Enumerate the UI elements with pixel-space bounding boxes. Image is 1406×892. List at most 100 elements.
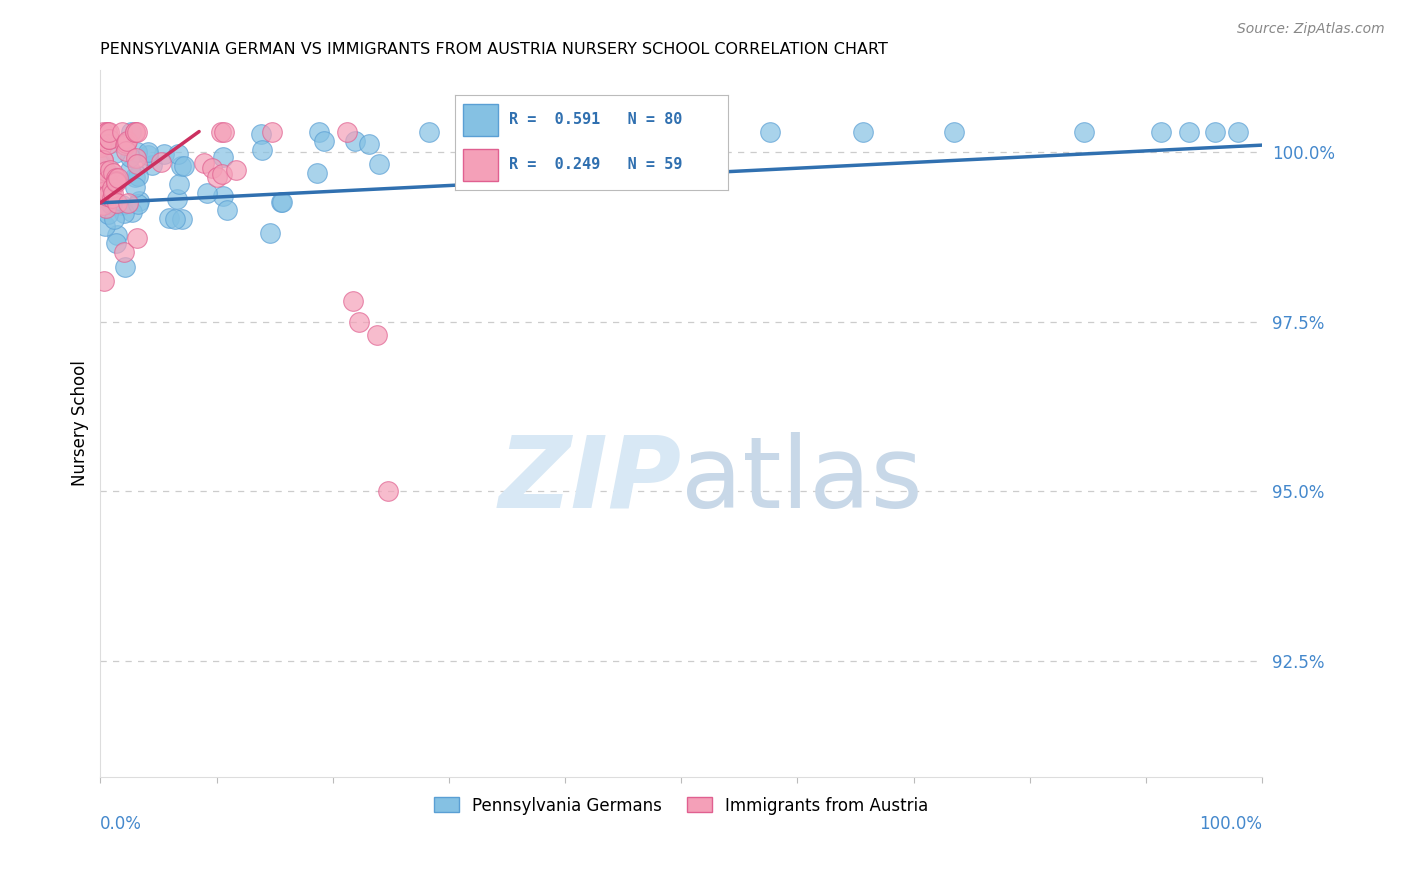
Point	[90, 139, 112, 153]
Point	[91, 175, 114, 189]
Point	[94, 219, 117, 233]
Point	[127, 157, 149, 171]
Point	[312, 134, 335, 148]
Point	[150, 154, 173, 169]
Point	[359, 136, 381, 151]
Point	[207, 169, 229, 184]
Point	[308, 124, 330, 138]
Point	[679, 124, 702, 138]
Point	[104, 145, 127, 160]
Point	[307, 166, 329, 180]
Point	[100, 197, 122, 211]
Point	[165, 211, 187, 226]
Point	[260, 124, 283, 138]
Point	[90, 157, 112, 171]
Text: ZIP: ZIP	[498, 432, 681, 529]
Point	[93, 274, 115, 288]
Point	[167, 147, 190, 161]
Point	[98, 162, 121, 177]
Point	[94, 185, 117, 199]
Point	[172, 211, 194, 226]
Point	[115, 145, 138, 159]
Point	[217, 202, 239, 217]
Point	[91, 178, 114, 192]
Point	[141, 158, 163, 172]
Point	[249, 127, 271, 141]
Point	[91, 153, 114, 168]
Point	[124, 124, 146, 138]
Point	[107, 171, 129, 186]
Point	[114, 136, 136, 150]
Text: PENNSYLVANIA GERMAN VS IMMIGRANTS FROM AUSTRIA NURSERY SCHOOL CORRELATION CHART: PENNSYLVANIA GERMAN VS IMMIGRANTS FROM A…	[100, 42, 889, 57]
Point	[105, 227, 128, 242]
Point	[943, 124, 966, 138]
Point	[91, 198, 114, 212]
Point	[127, 231, 149, 245]
Point	[101, 198, 124, 212]
Point	[97, 186, 120, 201]
Point	[101, 169, 124, 183]
Point	[366, 328, 388, 343]
Point	[124, 179, 146, 194]
Point	[90, 177, 112, 191]
Point	[115, 134, 138, 148]
Point	[699, 124, 721, 138]
Point	[759, 124, 782, 138]
Point	[157, 211, 180, 226]
Point	[94, 170, 117, 185]
Point	[104, 170, 127, 185]
Point	[1073, 124, 1095, 138]
Point	[91, 124, 114, 138]
Point	[225, 163, 247, 178]
Point	[105, 175, 128, 189]
Point	[103, 166, 125, 180]
Point	[166, 192, 188, 206]
Point	[125, 124, 148, 138]
Point	[125, 151, 148, 165]
Point	[1226, 124, 1249, 138]
Point	[127, 197, 149, 211]
Point	[195, 186, 218, 200]
Point	[586, 124, 609, 138]
Point	[120, 162, 142, 177]
Point	[98, 124, 121, 138]
Point	[136, 145, 159, 160]
Point	[193, 156, 215, 170]
Point	[541, 124, 564, 138]
Point	[153, 146, 176, 161]
Text: 100.0%: 100.0%	[1199, 815, 1263, 833]
Point	[485, 124, 508, 138]
Point	[94, 164, 117, 178]
Point	[852, 124, 875, 138]
Point	[121, 124, 143, 138]
Point	[97, 207, 120, 221]
Point	[97, 132, 120, 146]
Point	[259, 226, 281, 240]
Point	[90, 137, 112, 152]
Text: Source: ZipAtlas.com: Source: ZipAtlas.com	[1237, 22, 1385, 37]
Point	[90, 174, 112, 188]
Point	[127, 169, 149, 184]
Point	[112, 244, 135, 259]
Point	[377, 484, 399, 499]
Point	[94, 191, 117, 205]
Point	[96, 124, 118, 138]
Point	[138, 148, 160, 162]
Point	[103, 211, 125, 226]
Point	[489, 133, 512, 147]
Point	[270, 195, 292, 210]
Point	[101, 181, 124, 195]
Point	[91, 153, 114, 168]
Point	[418, 124, 440, 138]
Point	[110, 124, 132, 138]
Point	[211, 167, 233, 181]
Point	[98, 131, 121, 145]
Point	[105, 174, 128, 188]
Point	[100, 171, 122, 186]
Point	[602, 125, 624, 139]
Point	[214, 124, 236, 138]
Point	[336, 124, 359, 138]
Point	[347, 315, 370, 329]
Point	[458, 127, 481, 141]
Point	[1150, 124, 1173, 138]
